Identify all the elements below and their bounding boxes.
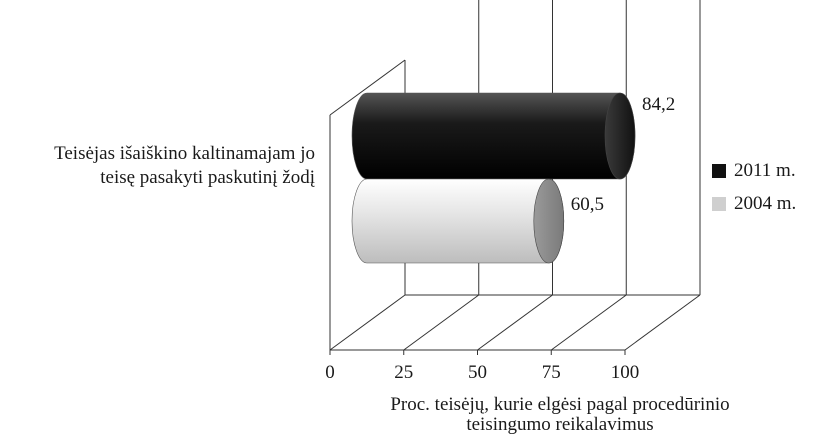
x-axis-title: Proc. teisėjų, kurie elgėsi pagal proced… [360, 395, 760, 435]
x-tick-label-2: 50 [468, 362, 487, 383]
x-tick-label-4: 100 [611, 362, 640, 383]
category-label-line-1: Teisėjas išaiškino kaltinamajam jo [54, 143, 315, 164]
legend-label-2004: 2004 m. [734, 193, 797, 214]
legend-swatch-2011 [712, 164, 726, 178]
legend-item-2011: 2011 m. [712, 160, 796, 182]
legend-item-2004: 2004 m. [712, 193, 796, 215]
x-tick-label-1: 25 [394, 362, 413, 383]
gridline-floor-0 [329, 294, 406, 351]
gridline-floor-3 [550, 294, 627, 351]
bar-2011-value-label: 84,2 [642, 94, 675, 115]
x-tick-label-0: 0 [325, 362, 335, 383]
bar-2004-value-label: 60,5 [571, 194, 604, 215]
x-tick-label-3: 75 [542, 362, 561, 383]
gridline-floor-1 [403, 294, 480, 351]
bar-2004: 60,5 [351, 178, 604, 264]
x-axis-title-line-2: teisingumo reikalavimus [466, 414, 654, 435]
bar-2004-body [351, 178, 565, 264]
legend-label-2011: 2011 m. [734, 160, 796, 181]
x-axis-title-line-1: Proc. teisėjų, kurie elgėsi pagal proced… [390, 394, 730, 415]
bar-2011-body [351, 92, 636, 180]
category-label-line-2: teisę pasakyti paskutinį žodį [100, 167, 315, 188]
x-axis: 0 25 50 75 100 [325, 350, 639, 383]
bars: 84,2 60,5 [351, 92, 675, 264]
left-wall-top-edge [329, 59, 406, 116]
bar-2011: 84,2 [351, 92, 675, 180]
gridline-floor-4 [624, 294, 701, 351]
legend-swatch-2004 [712, 197, 726, 211]
bar-2004-end-cap [533, 178, 565, 264]
bar-2011-end-cap [604, 92, 636, 180]
gridline-floor-2 [477, 294, 553, 351]
category-label: Teisėjas išaiškino kaltinamajam jo teisę… [0, 142, 315, 190]
